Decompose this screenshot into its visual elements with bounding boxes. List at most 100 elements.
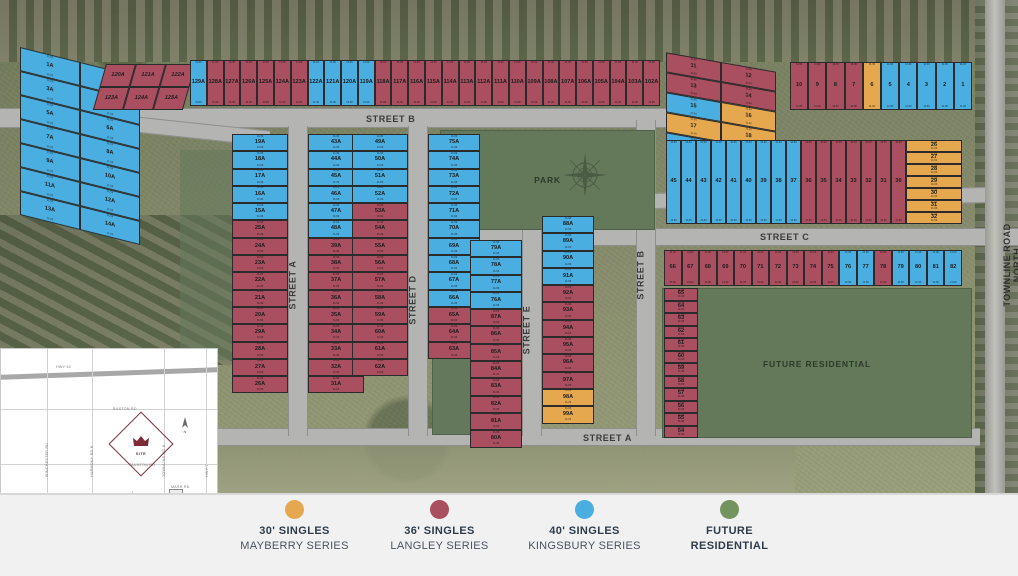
lot-46A[interactable]: 11.00 46A 11.00 [308, 185, 364, 204]
lot-28[interactable]: 11.00 28 11.00 [906, 164, 962, 176]
lot-23A[interactable]: 11.00 23A 11.00 [232, 255, 288, 273]
lot-89A[interactable]: 11.00 89A 11.00 [542, 233, 594, 251]
lot-72A[interactable]: 11.00 72A 11.00 [428, 185, 480, 204]
lot-39[interactable]: 11.00 39 11.00 [756, 140, 771, 224]
lot-59A[interactable]: 11.00 59A 11.00 [352, 306, 408, 325]
lot-124A[interactable]: 11.00 124A 11.00 [273, 60, 291, 106]
lot-6[interactable]: 11.00 6 11.00 [862, 62, 881, 110]
lot-44[interactable]: 11.00 44 11.00 [681, 140, 696, 224]
lot-16A[interactable]: 11.00 16A 11.00 [232, 185, 288, 204]
lot-32A[interactable]: 11.00 32A 11.00 [308, 358, 364, 377]
lot-8[interactable]: 11.00 8 11.00 [826, 62, 845, 110]
lot-30[interactable]: 11.00 30 11.00 [906, 188, 962, 200]
lot-69[interactable]: 11.00 69 11.00 [716, 250, 735, 286]
lot-68[interactable]: 11.00 68 11.00 [699, 250, 717, 286]
lot-65A[interactable]: 11.00 65A 11.00 [428, 306, 480, 325]
lot-38[interactable]: 11.00 38 11.00 [771, 140, 786, 224]
lot-50A[interactable]: 11.00 50A 11.00 [352, 151, 408, 169]
lot-102A[interactable]: 11.00 102A 11.00 [643, 60, 660, 106]
lot-71[interactable]: 11.00 71 11.00 [751, 250, 770, 286]
lot-77[interactable]: 11.00 77 11.00 [856, 250, 875, 286]
lot-37[interactable]: 11.00 37 11.00 [786, 140, 801, 224]
lot-96A[interactable]: 11.00 96A 11.00 [542, 354, 594, 372]
lot-21A[interactable]: 11.00 21A 11.00 [232, 289, 288, 307]
lot-45A[interactable]: 11.00 45A 11.00 [308, 168, 364, 186]
lot-37A[interactable]: 11.00 37A 11.00 [308, 272, 364, 290]
lot-18A[interactable]: 11.00 18A 11.00 [232, 151, 288, 169]
lot-127A[interactable]: 11.00 127A 11.00 [223, 60, 241, 106]
lot-83A[interactable]: 11.00 83A 11.00 [470, 378, 522, 396]
lot-59[interactable]: 11.00 59 11.00 [664, 363, 698, 376]
lot-40[interactable]: 11.00 40 11.00 [741, 140, 756, 224]
lot-51A[interactable]: 11.00 51A 11.00 [352, 168, 408, 186]
lot-82A[interactable]: 11.00 82A 11.00 [470, 395, 522, 413]
lot-4[interactable]: 11.00 4 11.00 [899, 62, 918, 110]
lot-107A[interactable]: 11.00 107A 11.00 [559, 60, 577, 106]
lot-29A[interactable]: 11.00 29A 11.00 [232, 324, 288, 342]
lot-110A[interactable]: 11.00 110A 11.00 [508, 60, 526, 106]
lot-82[interactable]: 11.00 82 11.00 [944, 250, 962, 286]
lot-66[interactable]: 11.00 66 11.00 [664, 250, 682, 286]
lot-10[interactable]: 11.00 10 11.00 [790, 62, 809, 110]
lot-73A[interactable]: 11.00 73A 11.00 [428, 168, 480, 186]
lot-44A[interactable]: 11.00 44A 11.00 [308, 151, 364, 169]
lot-95A[interactable]: 11.00 95A 11.00 [542, 337, 594, 355]
lot-17A[interactable]: 11.00 17A 11.00 [232, 168, 288, 186]
lot-27A[interactable]: 11.00 27A 11.00 [232, 358, 288, 377]
lot-77A[interactable]: 11.00 77A 11.00 [470, 274, 522, 292]
lot-61A[interactable]: 11.00 61A 11.00 [352, 341, 408, 359]
lot-114A[interactable]: 11.00 114A 11.00 [441, 60, 459, 106]
lot-74A[interactable]: 11.00 74A 11.00 [428, 151, 480, 169]
lot-116A[interactable]: 11.00 116A 11.00 [408, 60, 425, 106]
lot-97A[interactable]: 11.00 97A 11.00 [542, 371, 594, 389]
lot-9[interactable]: 11.00 9 11.00 [808, 62, 827, 110]
lot-54[interactable]: 11.00 54 11.00 [664, 425, 698, 438]
lot-49A[interactable]: 11.00 49A 11.00 [352, 134, 408, 152]
lot-29[interactable]: 11.00 29 11.00 [906, 176, 962, 188]
lot-31[interactable]: 11.00 31 11.00 [876, 140, 891, 224]
lot-76A[interactable]: 11.00 76A 11.00 [470, 291, 522, 310]
lot-98A[interactable]: 11.00 98A 11.00 [542, 388, 594, 407]
lot-39A[interactable]: 11.00 39A 11.00 [308, 237, 364, 256]
legend-item-40-singles[interactable]: 40' SINGLES KINGSBURY SERIES [512, 500, 657, 554]
lot-119A[interactable]: 11.00 119A 11.00 [357, 60, 375, 106]
lot-32[interactable]: 11.00 32 11.00 [906, 212, 962, 224]
lot-62[interactable]: 11.00 62 11.00 [664, 325, 698, 338]
lot-122A[interactable]: 11.00 122A 11.00 [307, 60, 325, 106]
lot-60A[interactable]: 11.00 60A 11.00 [352, 324, 408, 342]
lot-120A[interactable]: 11.00 120A 11.00 [341, 60, 358, 106]
lot-69A[interactable]: 11.00 69A 11.00 [428, 237, 480, 256]
lot-123A[interactable]: 11.00 123A 11.00 [290, 60, 308, 106]
lot-36[interactable]: 11.00 36 11.00 [801, 140, 816, 224]
lot-20A[interactable]: 11.00 20A 11.00 [232, 306, 288, 325]
lot-30[interactable]: 11.00 30 11.00 [891, 140, 906, 224]
lot-128A[interactable]: 11.00 128A 11.00 [206, 60, 224, 106]
lot-106A[interactable]: 11.00 106A 11.00 [576, 60, 593, 106]
lot-66A[interactable]: 11.00 66A 11.00 [428, 289, 480, 307]
lot-24A[interactable]: 11.00 24A 11.00 [232, 237, 288, 256]
lot-76[interactable]: 11.00 76 11.00 [839, 250, 857, 286]
lot-88A[interactable]: 11.00 88A 11.00 [542, 216, 594, 234]
lot-31[interactable]: 11.00 31 11.00 [906, 200, 962, 212]
lot-26[interactable]: 11.00 26 11.00 [906, 140, 962, 152]
lot-34A[interactable]: 11.00 34A 11.00 [308, 324, 364, 342]
lot-81[interactable]: 11.00 81 11.00 [926, 250, 945, 286]
lot-74[interactable]: 11.00 74 11.00 [804, 250, 822, 286]
lot-121A[interactable]: 11.00 121A 11.00 [324, 60, 342, 106]
lot-52A[interactable]: 11.00 52A 11.00 [352, 185, 408, 204]
lot-41[interactable]: 11.00 41 11.00 [726, 140, 741, 224]
lot-67[interactable]: 11.00 67 11.00 [681, 250, 700, 286]
lot-36A[interactable]: 11.00 36A 11.00 [308, 289, 364, 307]
lot-103A[interactable]: 11.00 103A 11.00 [626, 60, 644, 106]
lot-5[interactable]: 11.00 5 11.00 [881, 62, 900, 110]
lot-60[interactable]: 11.00 60 11.00 [664, 350, 698, 363]
lot-86A[interactable]: 11.00 86A 11.00 [470, 326, 522, 344]
lot-70A[interactable]: 11.00 70A 11.00 [428, 220, 480, 238]
lot-72[interactable]: 11.00 72 11.00 [769, 250, 787, 286]
lot-56[interactable]: 11.00 56 11.00 [664, 400, 698, 413]
lot-35A[interactable]: 11.00 35A 11.00 [308, 306, 364, 325]
lot-22A[interactable]: 11.00 22A 11.00 [232, 272, 288, 290]
lot-43[interactable]: 11.00 43 11.00 [696, 140, 711, 224]
legend-item-30-singles[interactable]: 30' SINGLES MAYBERRY SERIES [222, 500, 367, 554]
lot-56A[interactable]: 11.00 56A 11.00 [352, 255, 408, 273]
